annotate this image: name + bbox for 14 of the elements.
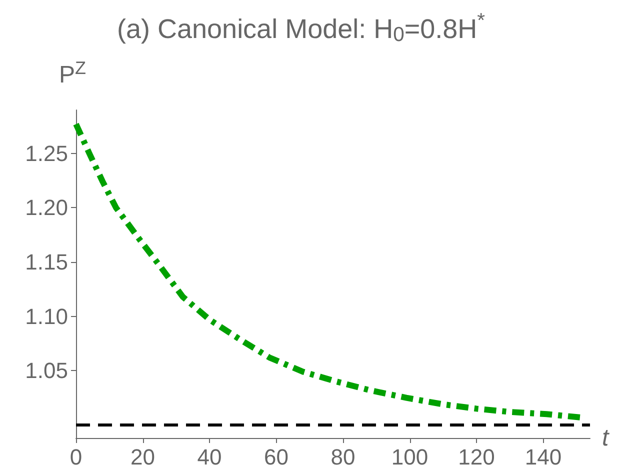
y-tick-label: 1.20: [25, 195, 68, 220]
x-tick-label: 80: [330, 444, 356, 470]
x-tick-label: 100: [391, 444, 428, 470]
y-tick-label: 1.25: [25, 140, 68, 166]
y-tick-label: 1.05: [25, 358, 68, 384]
x-tick-label: 60: [264, 444, 288, 470]
x-tick-label: 20: [130, 444, 155, 470]
x-tick-label: 0: [70, 444, 82, 470]
x-axis-title: t: [602, 424, 610, 452]
y-tick-label: 1.10: [25, 304, 68, 329]
x-tick-label: 140: [524, 444, 562, 470]
y-tick-label: 1.15: [25, 250, 68, 275]
x-tick-label: 40: [197, 444, 222, 470]
x-tick-label: 120: [458, 444, 495, 470]
